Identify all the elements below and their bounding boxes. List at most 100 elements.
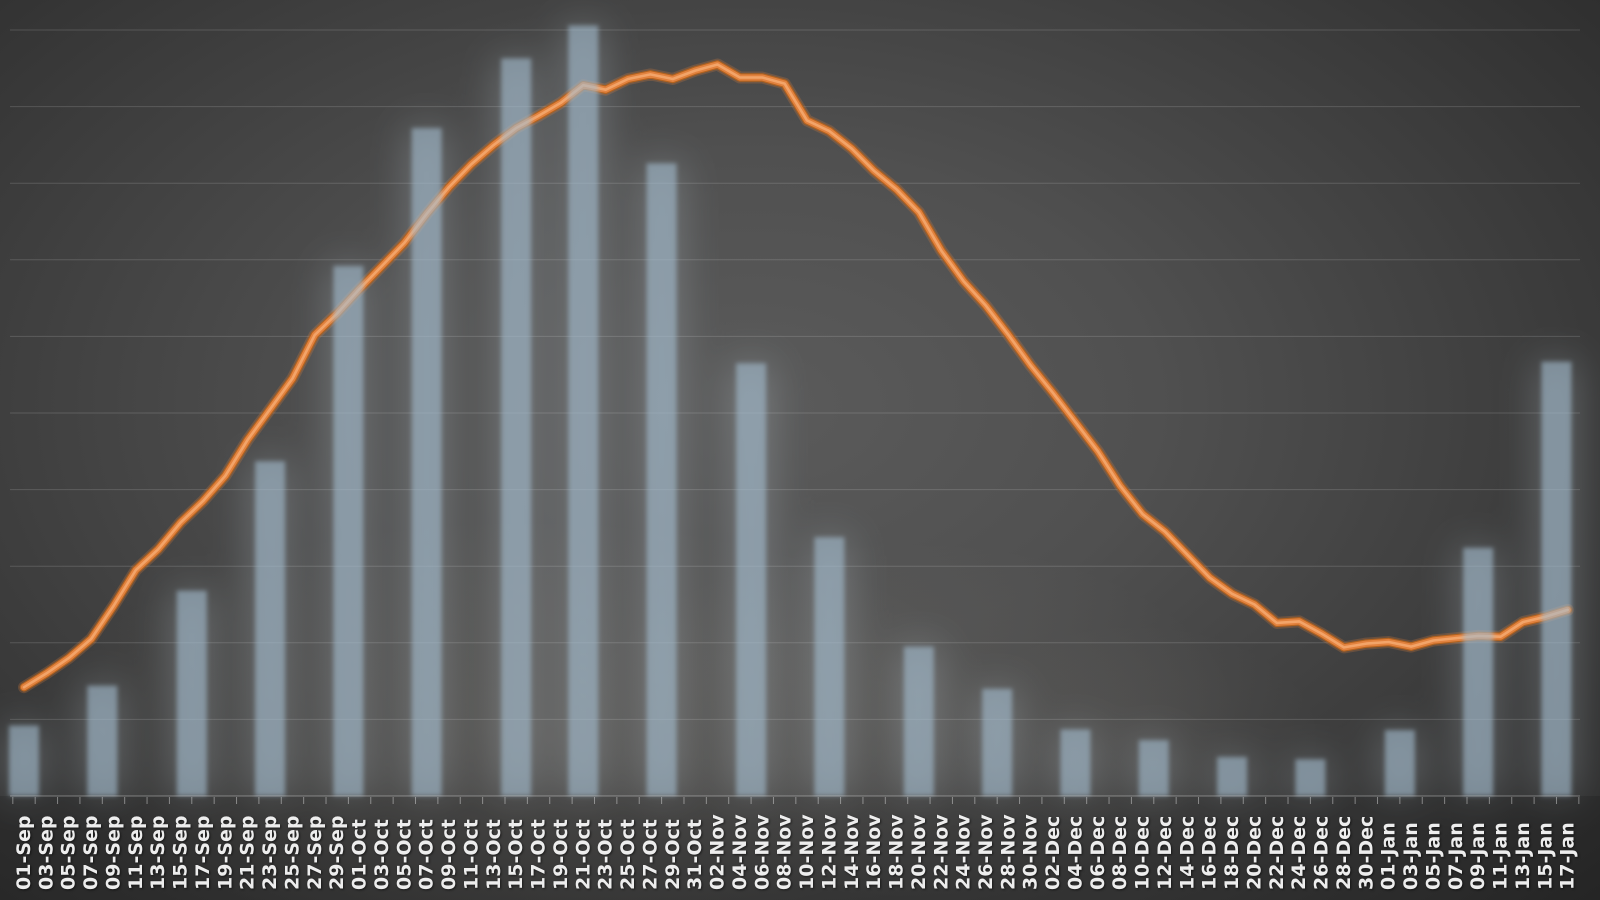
x-axis-label: 08-Dec [1109,816,1131,890]
x-axis-label: 15-Sep [170,816,192,891]
x-axis-label: 19-Sep [214,816,236,891]
x-axis-label: 27-Sep [304,816,326,891]
bar [333,265,364,797]
x-axis-label: 17-Oct [528,819,550,890]
x-axis-label: 03-Oct [371,819,393,890]
x-axis-label: 20-Nov [908,814,930,890]
x-axis-label: 26-Nov [975,814,997,890]
x-axis-label: 02-Nov [707,814,729,890]
bar [411,128,442,797]
x-axis-label: 28-Nov [997,814,1019,890]
x-axis-label: 16-Dec [1199,816,1221,890]
bar [568,25,599,797]
bar [982,688,1013,796]
bar [1541,361,1572,796]
x-axis-label: 25-Sep [282,816,304,891]
x-axis-label: 22-Nov [930,814,952,890]
bar [176,590,207,796]
bar [736,363,767,796]
x-axis-label: 09-Sep [103,816,125,891]
bar-glow-haze [5,25,1576,797]
x-axis-label: 17-Jan [1557,822,1579,890]
x-axis-label: 07-Jan [1445,822,1467,890]
bar [903,646,934,796]
bar [1384,730,1415,796]
x-axis-label: 06-Dec [1087,816,1109,890]
x-axis-label: 26-Dec [1311,816,1333,890]
x-axis-label: 30-Dec [1355,816,1377,890]
x-axis-label: 13-Jan [1512,822,1534,890]
bar [1217,756,1248,796]
bar [501,58,532,797]
x-axis-label: 12-Nov [818,814,840,890]
axis-band [0,796,1600,900]
x-axis-label: 21-Oct [572,819,594,890]
x-axis-label: 14-Nov [841,814,863,890]
x-axis-label: 08-Nov [774,814,796,890]
x-axis-label: 11-Sep [125,816,147,891]
x-axis-label: 29-Oct [662,819,684,890]
x-axis-label: 15-Oct [505,819,527,890]
gridlines [10,29,1580,720]
x-axis-label: 28-Dec [1333,816,1355,890]
x-axis-label: 18-Dec [1221,816,1243,890]
x-axis-label: 01-Jan [1378,822,1400,890]
daily-line-series [18,58,1574,694]
x-axis-label: 11-Oct [460,819,482,890]
x-axis-label: 15-Jan [1534,822,1556,890]
x-axis-label: 24-Nov [953,814,975,890]
x-axis-label: 04-Nov [729,814,751,890]
x-axis-label: 03-Jan [1400,822,1422,890]
x-axis-label: 11-Jan [1490,822,1512,890]
x-axis-label: 18-Nov [886,814,908,890]
x-axis-label: 01-Oct [349,819,371,890]
x-axis-label: 09-Oct [438,819,460,890]
x-axis-ticks [12,797,1580,804]
x-axis-label: 23-Oct [595,819,617,890]
x-axis-labels: 01-Sep 03-Sep 05-Sep 07-Sep 09-Sep 11-Sep 13-S… [13,814,1579,890]
x-axis-label: 10-Nov [796,814,818,890]
x-axis-label: 29-Sep [326,816,348,891]
x-axis-label: 05-Oct [393,819,415,890]
bar [9,725,39,796]
bar [87,685,118,796]
x-axis-label: 30-Nov [1020,814,1042,890]
x-axis-label: 04-Dec [1065,816,1087,890]
x-axis-label: 21-Sep [237,816,259,891]
bar [1463,547,1494,796]
bar [255,461,286,796]
weekly-bar-series [9,25,1572,797]
x-axis-label: 22-Dec [1266,816,1288,890]
x-axis-label: 07-Sep [80,816,102,891]
bar [814,537,845,796]
bar [1138,740,1169,796]
x-axis-label: 05-Sep [58,816,80,891]
x-axis-label: 07-Oct [416,819,438,890]
x-axis-label: 10-Dec [1132,816,1154,890]
x-axis-label: 01-Sep [13,816,35,891]
x-axis-label: 13-Sep [147,816,169,891]
x-axis-label: 12-Dec [1154,816,1176,890]
x-axis-label: 06-Nov [751,814,773,890]
x-axis-label: 16-Nov [863,814,885,890]
x-axis-label: 23-Sep [259,816,281,891]
x-axis-label: 31-Oct [684,819,706,890]
x-axis-label: 09-Jan [1467,822,1489,890]
x-axis-label: 14-Dec [1176,816,1198,890]
bar [646,163,677,796]
x-axis-label: 25-Oct [617,819,639,890]
bar [1295,759,1326,796]
x-axis-label: 20-Dec [1244,816,1266,890]
x-axis-label: 19-Oct [550,819,572,890]
x-axis-label: 24-Dec [1288,816,1310,890]
x-axis-label: 02-Dec [1042,816,1064,890]
x-axis-label: 05-Jan [1422,822,1444,890]
x-axis-label: 27-Oct [639,819,661,890]
x-axis-label: 03-Sep [35,816,57,891]
x-axis-label: 17-Sep [192,816,214,891]
x-axis-label: 13-Oct [483,819,505,890]
bar [1060,729,1091,796]
line-highlight [22,63,1569,689]
